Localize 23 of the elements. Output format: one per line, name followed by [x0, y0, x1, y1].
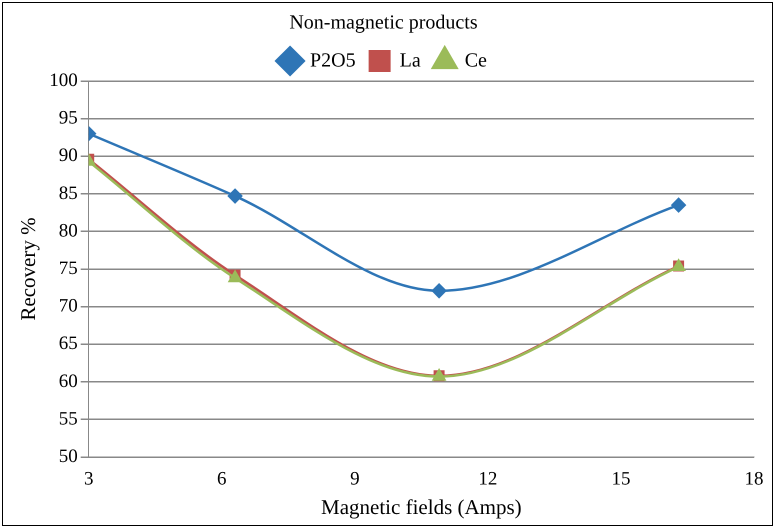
y-tick-label: 80 — [58, 220, 78, 242]
x-tick-label: 3 — [84, 468, 94, 490]
y-tick-label: 85 — [58, 182, 78, 204]
y-tick-label: 75 — [58, 258, 78, 279]
x-tick-label: 6 — [217, 468, 227, 490]
legend-title: Non-magnetic products — [289, 11, 478, 34]
y-tick-label: 70 — [58, 296, 78, 317]
x-axis-title: Magnetic fields (Amps) — [321, 494, 522, 519]
x-tick-label: 12 — [478, 468, 498, 490]
x-tick-label: 15 — [611, 468, 630, 490]
y-tick-label: 65 — [58, 333, 78, 354]
x-tick-label: 18 — [744, 468, 764, 490]
y-tick-label: 100 — [49, 70, 78, 91]
y-tick-label: 90 — [58, 145, 78, 166]
y-tick-label: 95 — [58, 108, 78, 129]
legend-label: Ce — [464, 49, 488, 72]
y-tick-label: 60 — [58, 370, 78, 392]
x-tick-label: 9 — [350, 468, 360, 490]
y-tick-label: 55 — [58, 408, 78, 430]
legend-label: P2O5 — [310, 49, 356, 72]
y-tick-label: 50 — [58, 446, 78, 467]
legend-label: La — [400, 49, 421, 72]
y-axis-title: Recovery % — [16, 217, 40, 321]
